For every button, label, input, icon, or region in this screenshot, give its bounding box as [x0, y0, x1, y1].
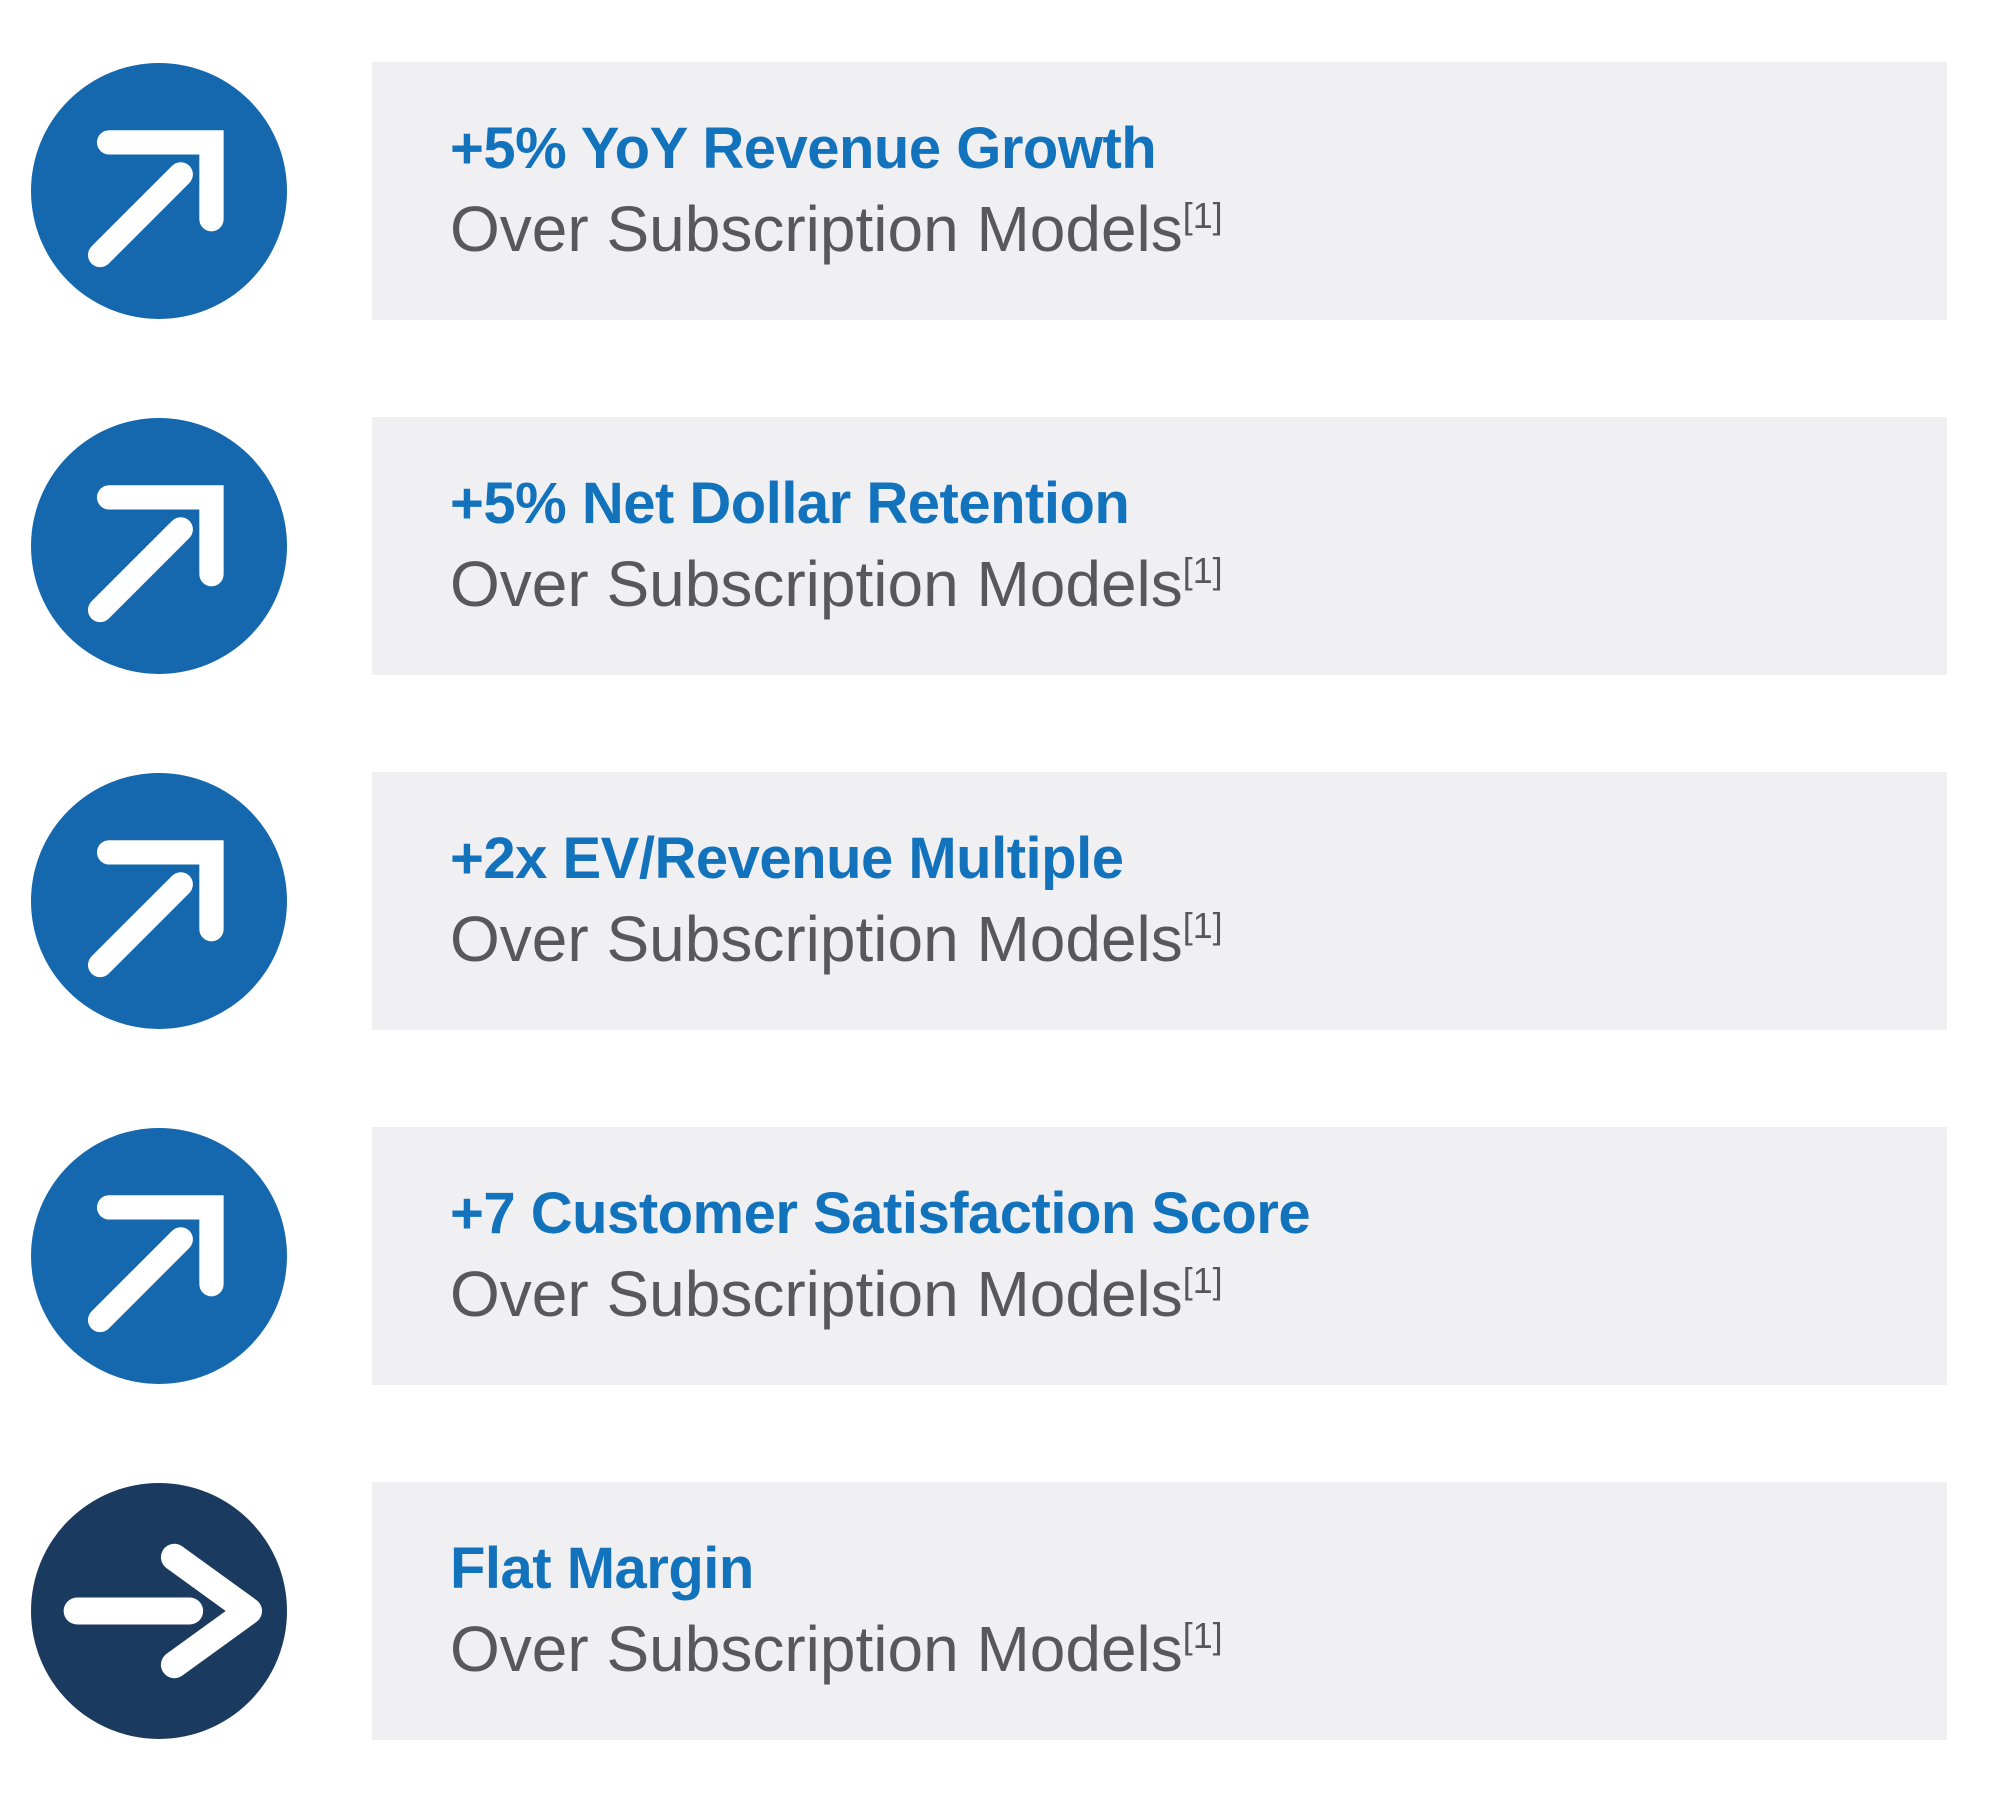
metric-row-yoy-revenue-growth: +5% YoY Revenue Growth Over Subscription…: [31, 62, 2000, 320]
metric-subtitle: Over Subscription Models[1]: [450, 192, 1947, 266]
metric-subtitle: Over Subscription Models[1]: [450, 902, 1947, 976]
trend-up-icon: [31, 1128, 287, 1384]
metric-subtitle: Over Subscription Models[1]: [450, 1612, 1947, 1686]
metric-row-flat-margin: Flat Margin Over Subscription Models[1]: [31, 1482, 2000, 1740]
metric-title: +2x EV/Revenue Multiple: [450, 825, 1124, 891]
metric-card: +5% YoY Revenue Growth Over Subscription…: [372, 62, 1947, 320]
metric-title: Flat Margin: [450, 1535, 754, 1601]
metric-card: Flat Margin Over Subscription Models[1]: [372, 1482, 1947, 1740]
metric-subtitle-text: Over Subscription Models: [450, 1612, 1183, 1685]
footnote-marker: [1]: [1182, 1616, 1223, 1657]
footnote-marker: [1]: [1182, 551, 1223, 592]
metric-subtitle-text: Over Subscription Models: [450, 192, 1183, 265]
metric-subtitle: Over Subscription Models[1]: [450, 547, 1947, 621]
metric-subtitle-text: Over Subscription Models: [450, 902, 1183, 975]
metric-subtitle: Over Subscription Models[1]: [450, 1257, 1947, 1331]
footnote-marker: [1]: [1182, 1261, 1223, 1302]
trend-up-icon: [31, 773, 287, 1029]
metric-row-ev-revenue-multiple: +2x EV/Revenue Multiple Over Subscriptio…: [31, 772, 2000, 1030]
footnote-marker: [1]: [1182, 196, 1223, 237]
metric-card: +2x EV/Revenue Multiple Over Subscriptio…: [372, 772, 1947, 1030]
trend-up-icon: [31, 418, 287, 674]
metric-subtitle-text: Over Subscription Models: [450, 547, 1183, 620]
trend-up-icon: [31, 63, 287, 319]
metric-row-net-dollar-retention: +5% Net Dollar Retention Over Subscripti…: [31, 417, 2000, 675]
metric-title: +7 Customer Satisfaction Score: [450, 1180, 1311, 1246]
arrow-right-icon: [31, 1483, 287, 1739]
metric-title: +5% Net Dollar Retention: [450, 470, 1130, 536]
metric-card: +5% Net Dollar Retention Over Subscripti…: [372, 417, 1947, 675]
footnote-marker: [1]: [1182, 906, 1223, 947]
metric-row-customer-satisfaction: +7 Customer Satisfaction Score Over Subs…: [31, 1127, 2000, 1385]
metric-subtitle-text: Over Subscription Models: [450, 1257, 1183, 1330]
metric-title: +5% YoY Revenue Growth: [450, 115, 1157, 181]
metric-card: +7 Customer Satisfaction Score Over Subs…: [372, 1127, 1947, 1385]
